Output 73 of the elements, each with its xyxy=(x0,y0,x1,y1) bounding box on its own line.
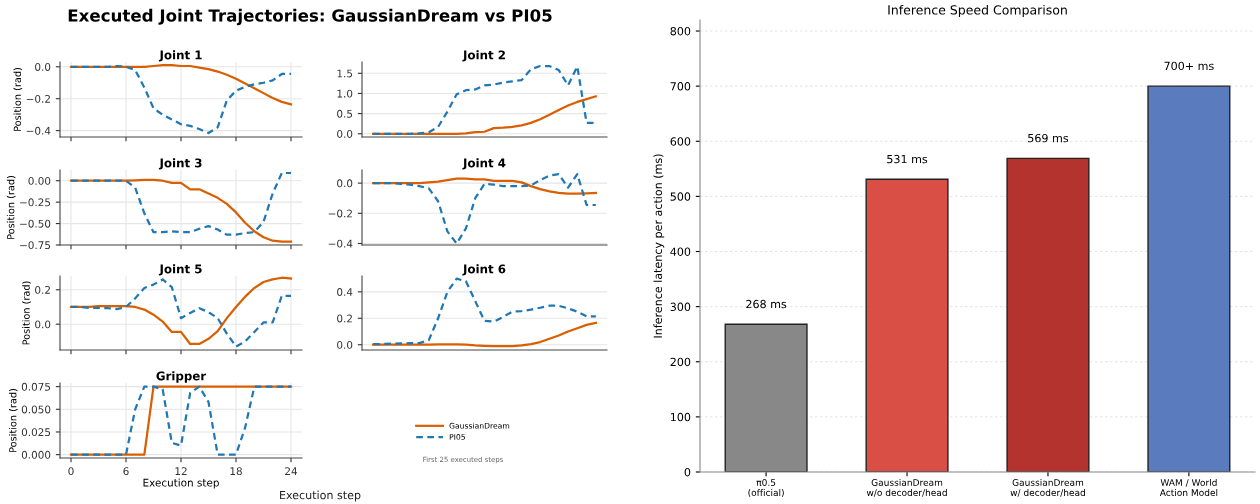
x-tick-label: π0.5 (official) xyxy=(748,479,784,498)
y-tick-label: 0.00 xyxy=(28,176,51,185)
line-series xyxy=(372,172,597,245)
chart-title: Joint 5 xyxy=(158,264,202,276)
data-label: 569 ms xyxy=(1028,133,1069,143)
text: Execution step xyxy=(280,490,361,502)
line-series xyxy=(69,64,293,106)
y-tick-label: 800 xyxy=(670,27,691,36)
text: Executed Joint Trajectories: GaussianDream vs PI05 xyxy=(68,8,552,26)
x-tick-label: 18 xyxy=(230,467,242,476)
x-tick-label: WAM / World Action Model xyxy=(1159,478,1218,497)
y-tick-label: 0.050 xyxy=(21,405,51,414)
x-tick-label: 12 xyxy=(175,467,187,475)
bar xyxy=(865,178,949,472)
chart-title: Inference Speed Comparison xyxy=(888,4,1067,18)
y-tick-label: 0.0 xyxy=(35,63,51,71)
line-series xyxy=(69,171,293,236)
line-series xyxy=(69,178,293,243)
y-axis-title: Position (rad) xyxy=(22,281,31,345)
y-tick-label: 1.5 xyxy=(337,69,353,78)
y-tick-label: −0.75 xyxy=(20,241,51,250)
y-tick-label: 0.2 xyxy=(337,314,352,323)
y-tick-label: 0.0 xyxy=(337,130,353,138)
line-series xyxy=(372,64,597,135)
y-tick-label: −0.2 xyxy=(328,209,352,218)
x-tick-label: 24 xyxy=(285,467,298,475)
y-axis-title: Position (rad) xyxy=(8,389,18,452)
chart-title: Joint 6 xyxy=(462,264,506,276)
y-tick-label: 500 xyxy=(670,192,691,201)
y-tick-label: 0.5 xyxy=(337,109,353,118)
line-series xyxy=(372,95,597,135)
y-tick-label: 0.0 xyxy=(337,340,353,349)
x-tick-label: 6 xyxy=(123,467,129,476)
y-tick-label: −0.50 xyxy=(20,219,51,228)
y-tick-label: 400 xyxy=(670,247,691,256)
data-label: 268 ms xyxy=(746,299,787,309)
bar xyxy=(1147,85,1231,472)
line-series xyxy=(372,321,597,348)
chart-title: Joint 2 xyxy=(462,50,505,62)
y-tick-label: −0.4 xyxy=(328,239,353,248)
x-tick-label: GaussianDream w/ decoder/head xyxy=(1010,478,1085,497)
y-tick-label: 600 xyxy=(670,137,691,146)
y-tick-label: −0.25 xyxy=(20,198,51,207)
y-tick-label: 0.025 xyxy=(21,428,51,437)
y-tick-label: 0.0 xyxy=(35,320,51,329)
y-tick-label: 300 xyxy=(670,302,691,312)
data-label: 700+ ms xyxy=(1164,61,1214,71)
x-tick-label: GaussianDream w/o decoder/head xyxy=(866,478,947,497)
y-tick-label: 700 xyxy=(670,82,691,91)
chart-title: Joint 1 xyxy=(158,50,202,62)
y-tick-label: 0.000 xyxy=(21,450,51,459)
line-series xyxy=(69,64,293,135)
y-axis-title: Position (rad) xyxy=(6,176,16,239)
y-tick-label: −0.2 xyxy=(26,94,50,103)
y-tick-label: −0.4 xyxy=(26,126,51,135)
y-tick-label: 100 xyxy=(670,412,691,422)
bar xyxy=(1006,157,1090,472)
y-tick-label: 0.075 xyxy=(21,382,51,391)
y-tick-label: 0.0 xyxy=(337,179,353,188)
chart-title: Gripper xyxy=(156,371,207,383)
data-label: 531 ms xyxy=(887,154,928,164)
line-series xyxy=(372,277,597,346)
x-tick-label: 0 xyxy=(68,467,74,476)
y-tick-label: 200 xyxy=(670,357,691,367)
y-tick-label: 0.2 xyxy=(35,285,50,294)
line-series xyxy=(372,177,597,195)
y-tick-label: 0.4 xyxy=(337,288,353,296)
x-axis-title: Execution step xyxy=(143,478,219,489)
y-axis-title: Inference latency per action (ms) xyxy=(653,154,665,338)
y-axis-title: Position (rad) xyxy=(13,68,23,131)
y-tick-label: 1.0 xyxy=(337,89,353,98)
chart-title: Joint 4 xyxy=(462,158,506,170)
chart-title: Joint 3 xyxy=(158,158,202,170)
